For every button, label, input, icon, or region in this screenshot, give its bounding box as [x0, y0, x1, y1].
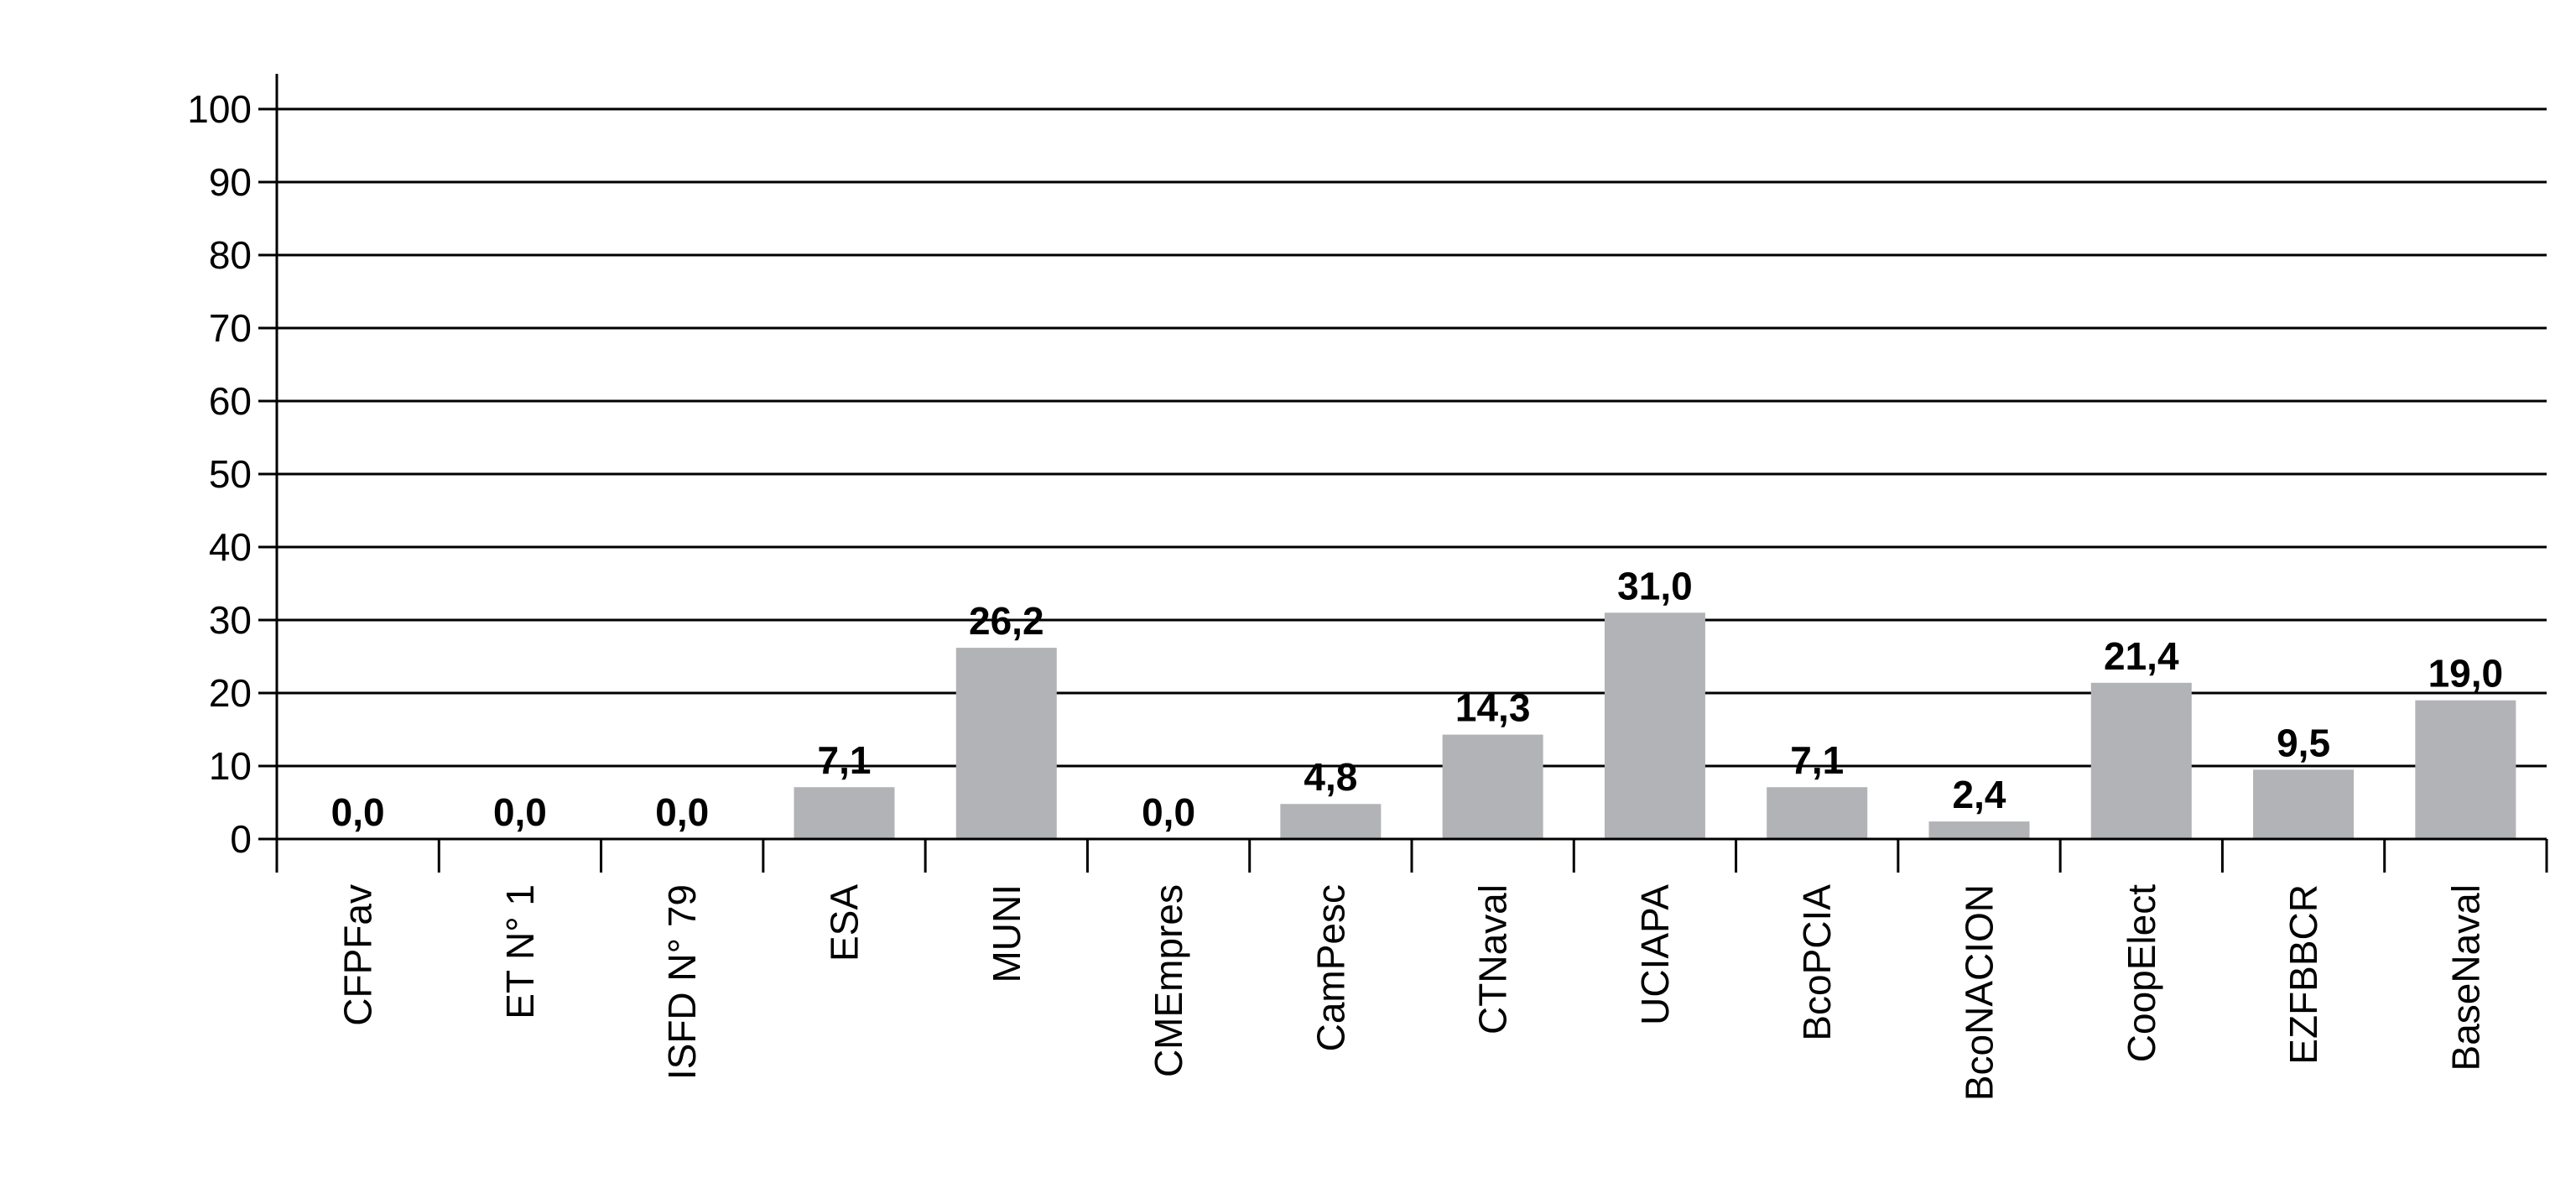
data-label: 9,5 [2277, 721, 2330, 764]
x-tick-label: CamPesc [1309, 884, 1352, 1051]
y-tick-label: 40 [209, 525, 252, 569]
data-label: 14,3 [1455, 686, 1531, 730]
x-tick-label: CTNaval [1471, 884, 1515, 1034]
y-tick-label: 70 [209, 306, 252, 350]
y-tick-label: 20 [209, 671, 252, 715]
y-tick-label: 80 [209, 233, 252, 277]
bar-muni [955, 648, 1057, 839]
y-tick-label: 50 [209, 452, 252, 496]
y-tick-label: 60 [209, 379, 252, 423]
data-label: 0,0 [655, 790, 709, 834]
data-label: 19,0 [2428, 652, 2504, 696]
data-label: 4,8 [1304, 755, 1357, 799]
bar-coopelect [2090, 682, 2192, 839]
x-tick-label: MUNI [985, 884, 1028, 983]
x-tick-label: CoopElect [2120, 884, 2163, 1062]
data-label: 0,0 [493, 790, 547, 834]
data-label: 7,1 [1790, 738, 1844, 782]
x-tick-label: ET N° 1 [498, 884, 542, 1019]
x-tick-label: CMEmpres [1147, 884, 1190, 1077]
bar-uciapa [1604, 612, 1705, 839]
x-tick-label: UCIAPA [1633, 884, 1677, 1025]
y-tick-label: 0 [230, 817, 252, 861]
bars [794, 612, 2516, 839]
x-tick-label: EZFBBCR [2282, 884, 2325, 1065]
data-label: 26,2 [969, 599, 1044, 643]
bar-esa [794, 787, 895, 839]
y-tick-label: 90 [209, 160, 252, 204]
data-label: 21,4 [2104, 634, 2179, 678]
bar-bcopcia [1767, 787, 1868, 839]
x-tick-label: ESA [823, 884, 866, 962]
bar-basenaval [2415, 700, 2516, 839]
data-label: 31,0 [1617, 564, 1693, 607]
bar-campesc [1280, 804, 1382, 839]
y-tick-labels: 0 10 20 30 40 50 60 70 80 90 100 [187, 87, 252, 861]
bar-ctnaval [1442, 734, 1543, 839]
bar-ezfbbcr [2253, 769, 2355, 839]
y-tick-label: 30 [209, 598, 252, 642]
data-label: 2,4 [1953, 773, 2006, 816]
x-tick-label: BcoNACION [1958, 884, 2001, 1101]
x-tick-label: BaseNaval [2443, 884, 2487, 1071]
x-tick-labels: CFPFav ET N° 1 ISFD N° 79 ESA MUNI CMEmpres Ca… [336, 884, 2488, 1101]
axes [258, 74, 2548, 873]
x-tick-label: ISFD N° 79 [660, 884, 704, 1080]
gridlines [277, 107, 2547, 768]
bar-bconacion [1928, 821, 2030, 839]
y-tick-label: 10 [209, 744, 252, 788]
data-labels: 0,0 0,0 0,0 7,1 26,2 0,0 4,8 14,3 31,0 7,1 2,4 21,4… [331, 564, 2503, 834]
data-label: 0,0 [331, 790, 385, 834]
x-tick-label: BcoPCIA [1795, 884, 1839, 1041]
y-tick-label: 100 [187, 87, 252, 131]
x-tick-label: CFPFav [336, 884, 380, 1026]
data-label: 7,1 [818, 738, 872, 782]
data-label: 0,0 [1142, 790, 1195, 834]
